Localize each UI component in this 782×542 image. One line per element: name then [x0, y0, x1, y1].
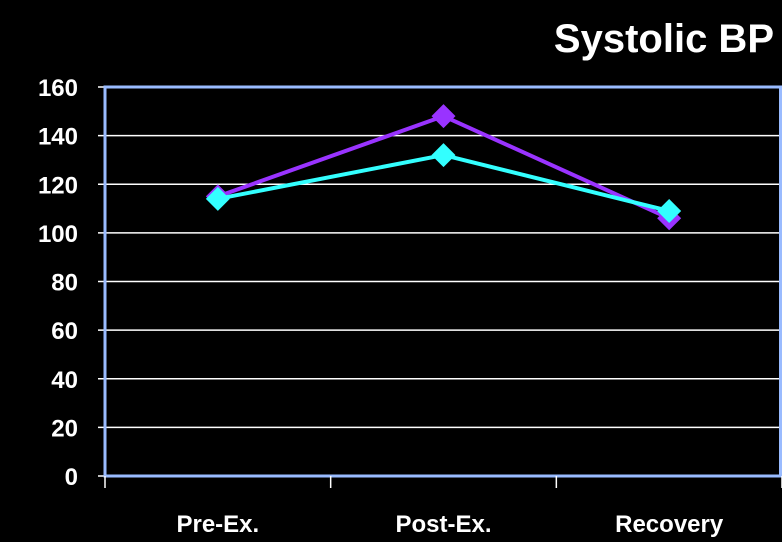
series-1-line [217, 114, 670, 221]
x-tick-labels: Pre-Ex. Post-Ex. Recovery [176, 511, 723, 538]
y-tick-label: 60 [51, 318, 78, 345]
y-tick-label: 0 [65, 464, 78, 491]
y-tick-label: 80 [51, 270, 78, 297]
y-tick-label: 140 [38, 124, 78, 151]
y-tick-label: 40 [51, 367, 78, 394]
y-tick-label: 20 [51, 415, 78, 442]
gridlines [105, 134, 782, 429]
series-1 [205, 104, 682, 231]
y-tick-labels: 0 20 40 60 80 100 120 140 160 [38, 75, 78, 491]
y-tick-label: 120 [38, 172, 78, 199]
axes [98, 85, 782, 488]
series-1-point [431, 104, 456, 129]
chart-title: Systolic BP [554, 17, 774, 61]
x-tick-label: Post-Ex. [395, 511, 491, 538]
y-tick-label: 160 [38, 75, 78, 102]
plot-area-border [103, 85, 782, 478]
series-2-point [205, 186, 230, 211]
series-2-point [657, 198, 682, 223]
series-2 [205, 143, 682, 223]
series [205, 104, 682, 231]
x-tick-label: Recovery [615, 511, 724, 538]
y-tick-label: 100 [38, 221, 78, 248]
x-tick-label: Pre-Ex. [176, 511, 259, 538]
series-2-point [431, 143, 456, 168]
